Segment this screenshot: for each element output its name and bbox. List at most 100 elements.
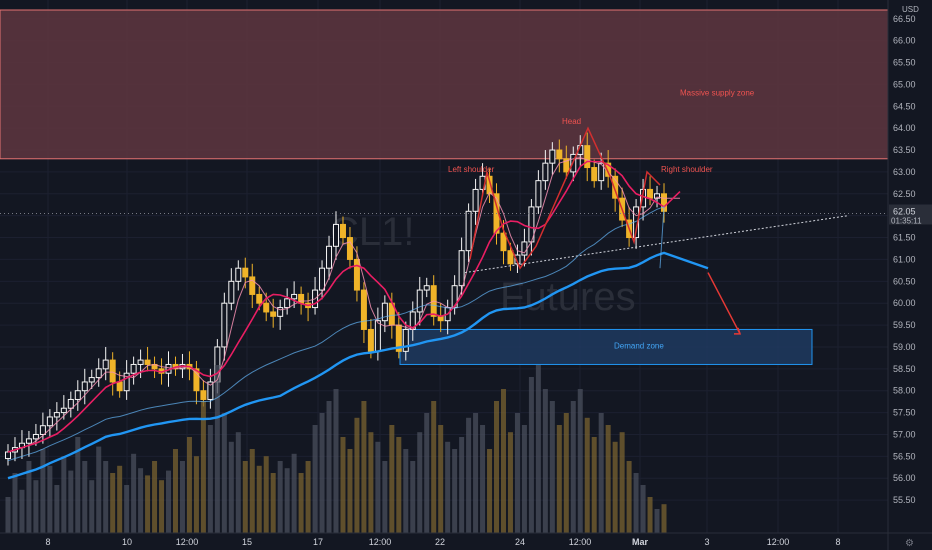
volume-bar	[40, 449, 46, 533]
candle-body	[374, 320, 381, 352]
candle-body	[277, 307, 284, 317]
volume-bar	[647, 497, 653, 533]
time-tick-label: 17	[313, 537, 323, 547]
candle-countdown: 01:35:11	[891, 216, 922, 225]
volume-bar	[424, 413, 430, 533]
candle-body	[67, 398, 74, 409]
candle-body	[654, 193, 661, 199]
candle-body	[542, 162, 549, 182]
right-shoulder-label: Right shoulder	[661, 165, 713, 174]
candle-body	[353, 258, 360, 291]
volume-bar	[591, 437, 597, 533]
axis-settings-icon[interactable]: ⚙	[905, 538, 914, 549]
volume-bar	[145, 475, 151, 533]
volume-bar	[459, 437, 465, 533]
demand-zone	[399, 328, 813, 365]
volume-bar	[661, 504, 667, 533]
volume-bar	[103, 461, 109, 533]
volume-bar	[228, 441, 234, 533]
volume-bar	[319, 413, 325, 533]
volume-bar	[249, 449, 255, 533]
volume-bar	[570, 401, 576, 533]
candle-body	[207, 381, 214, 400]
time-tick-label: 15	[242, 537, 252, 547]
price-tick-label: 65.00	[893, 79, 916, 89]
projection-arrowhead	[734, 327, 742, 335]
candle-body	[472, 188, 479, 212]
candle-body	[39, 425, 46, 435]
volume-bar	[61, 456, 67, 533]
volume-bar	[577, 389, 583, 533]
volume-bar	[563, 413, 569, 533]
price-tick-label: 61.50	[893, 233, 916, 243]
volume-bar	[326, 401, 332, 533]
candle-body	[116, 381, 123, 392]
volume-bar	[256, 465, 262, 533]
candle-body	[81, 381, 88, 392]
candle-body	[326, 245, 333, 269]
price-tick-label: 57.00	[893, 429, 916, 439]
price-tick-label: 60.50	[893, 276, 916, 286]
candle-body	[144, 359, 151, 365]
candle-body	[284, 298, 291, 309]
price-tick-label: 57.50	[893, 408, 916, 418]
head-label: Head	[562, 117, 581, 126]
volume-bar	[124, 485, 130, 533]
candle-body	[563, 158, 570, 173]
volume-bar	[542, 389, 548, 533]
volume-bar	[403, 449, 409, 533]
candle-body	[507, 250, 514, 265]
volume-bar	[396, 437, 402, 533]
supply-zone-label: Massive supply zone	[680, 88, 755, 97]
last-price-badge	[889, 204, 932, 225]
price-tick-label: 59.00	[893, 342, 916, 352]
time-tick-label: 10	[122, 537, 132, 547]
price-tick-label: 62.50	[893, 189, 916, 199]
volume-bar	[12, 473, 18, 533]
volume-bar	[26, 461, 32, 533]
price-tick-label: 64.50	[893, 101, 916, 111]
candle-body	[339, 223, 346, 239]
candle-body	[549, 149, 556, 164]
head-shoulders-pattern	[469, 126, 661, 270]
volume-bar	[535, 365, 541, 533]
volume-bar	[584, 417, 590, 533]
volume-bar	[179, 461, 185, 533]
volume-bar	[480, 425, 486, 533]
price-tick-label: 64.00	[893, 123, 916, 133]
candle-body	[249, 276, 256, 295]
time-tick-label: 22	[435, 537, 445, 547]
candle-body	[458, 250, 465, 287]
volume-bar	[298, 473, 304, 533]
volume-bar	[186, 437, 192, 533]
candle-body	[5, 451, 11, 460]
volume-bar	[270, 473, 276, 533]
price-tick-label: 63.00	[893, 167, 916, 177]
volume-bar	[82, 461, 88, 533]
price-tick-label: 58.50	[893, 364, 916, 374]
candle-body	[346, 237, 353, 260]
candle-body	[130, 363, 137, 374]
price-tick-label: 60.00	[893, 298, 916, 308]
candle-body	[333, 223, 339, 247]
time-tick-label: 8	[835, 537, 840, 547]
candle-body	[647, 188, 654, 199]
ma-mid-line	[7, 160, 681, 453]
volume-bar	[54, 485, 60, 533]
candle-body	[25, 438, 32, 444]
candle-body	[102, 359, 109, 370]
volume-bar	[242, 461, 248, 533]
volume-bar	[640, 485, 646, 533]
candle-body	[423, 285, 430, 291]
volume-bar	[494, 401, 500, 533]
volume-bar	[305, 461, 311, 533]
volume-bar	[556, 425, 562, 533]
volume-bar	[361, 401, 367, 533]
volume-bar	[619, 432, 625, 533]
candle-body	[360, 289, 367, 330]
neckline	[464, 215, 849, 274]
time-tick-label: 3	[704, 537, 709, 547]
volume-bar	[291, 453, 297, 533]
candle-body	[556, 149, 563, 160]
